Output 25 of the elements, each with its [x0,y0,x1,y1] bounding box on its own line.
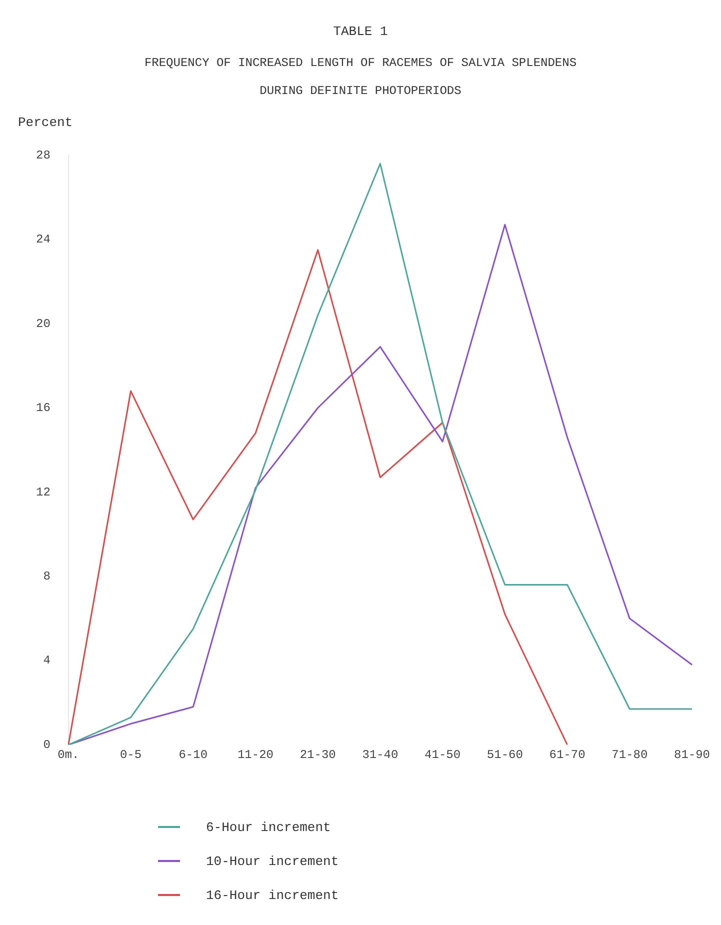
x-tick-label: 41-50 [424,748,461,762]
y-tick-label: 24 [36,232,50,247]
y-axis-title: Percent [18,115,74,130]
x-tick-label: 6-10 [178,748,208,762]
x-tick-label: 51-60 [486,748,523,762]
y-tick-label: 16 [36,401,50,416]
y-tick-label: 4 [43,654,50,668]
x-tick-label: 0-5 [120,748,142,762]
legend-label: 16-Hour increment [206,888,339,902]
x-tick-label: 21-30 [300,748,336,762]
x-tick-label: 31-40 [362,748,398,762]
y-tick-label: 0 [43,738,50,752]
chart-title: TABLE 1 [332,24,389,39]
legend-label: 10-Hour increment [206,854,339,868]
y-tick-label: 12 [36,485,50,500]
x-tick-label: 11-20 [237,748,274,762]
chart-subtitle: FREQUENCY OF INCREASED LENGTH OF RACEMES OF SALVIA SPLENDENS DURING DEFINITE PHOTOPERIODS [143,55,578,100]
x-tick-label: 0m. [58,748,80,762]
x-tick-label: 81-90 [674,748,710,762]
legend-label: 6-Hour increment [206,820,331,834]
y-tick-label: 28 [36,148,50,162]
x-tick-label: 71-80 [612,748,648,762]
x-tick-label: 61-70 [549,748,586,762]
y-tick-label: 8 [43,570,50,584]
y-tick-label: 20 [36,316,50,331]
